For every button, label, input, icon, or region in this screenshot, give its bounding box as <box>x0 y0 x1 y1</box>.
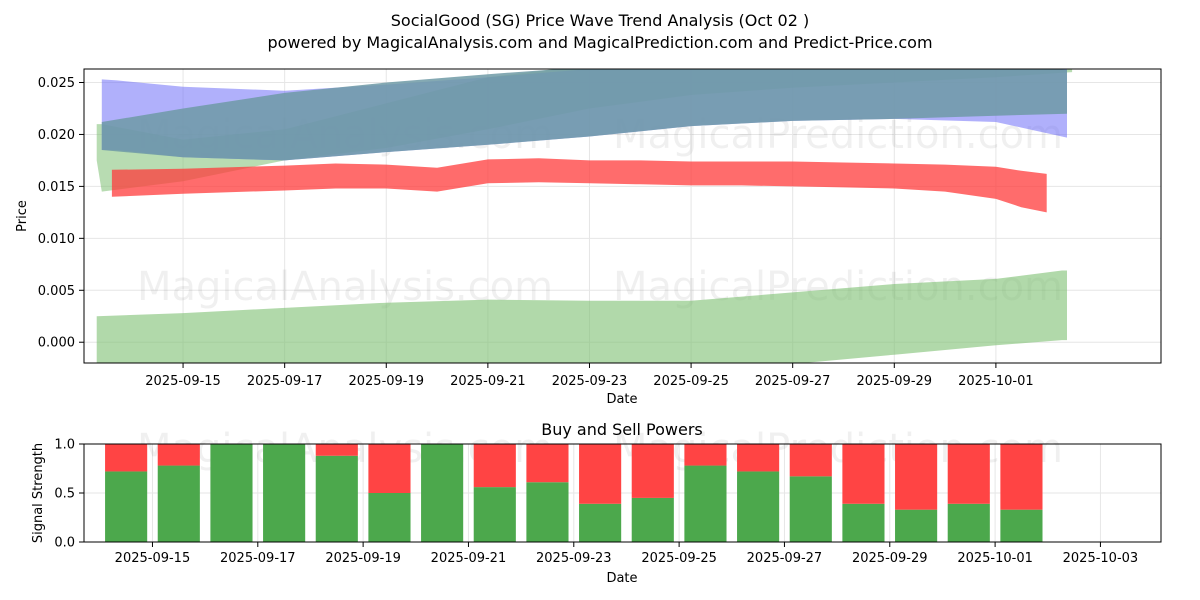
buy-bar-2025-10-01 <box>1000 509 1043 542</box>
signal-bars <box>105 444 1043 542</box>
red-band <box>111 158 1047 213</box>
price-y-tick-label-0: 0.000 <box>38 336 75 351</box>
buy-bar-2025-09-30 <box>947 503 990 542</box>
sell-bar-2025-09-14 <box>105 444 148 472</box>
buy-bar-2025-09-17 <box>263 444 306 542</box>
signal-x-tick-label-3: 2025-09-21 <box>431 551 507 566</box>
buy-bar-2025-09-20 <box>421 444 464 542</box>
teal-overlap-band <box>101 69 1067 161</box>
signal-x-tick-label-2: 2025-09-19 <box>325 551 401 566</box>
sell-bar-2025-09-24 <box>631 444 674 498</box>
price-x-axis-label: Date <box>606 392 637 407</box>
price-x-tick-label-5: 2025-09-25 <box>653 374 729 389</box>
buy-bar-2025-09-27 <box>789 476 832 542</box>
sell-bar-2025-09-15 <box>157 444 200 466</box>
price-y-axis-label: Price <box>15 200 30 232</box>
watermark-prediction-3: MagicalPrediction.com <box>613 426 1063 472</box>
buy-bar-2025-09-18 <box>315 455 358 542</box>
sell-bar-2025-09-28 <box>842 444 885 504</box>
signal-x-tick-label-9: 2025-10-03 <box>1063 551 1139 566</box>
buy-bar-2025-09-14 <box>105 471 148 542</box>
sell-bar-2025-09-25 <box>684 444 727 466</box>
signal-y-tick-label-1: 0.5 <box>54 487 75 502</box>
price-y-tick-label-3: 0.015 <box>38 180 75 195</box>
price-x-ticks: 2025-09-15 2025-09-17 2025-09-19 2025-09-21… <box>145 363 1034 389</box>
signal-x-tick-label-5: 2025-09-25 <box>641 551 717 566</box>
signal-x-axis-label: Date <box>606 571 637 586</box>
price-y-tick-label-5: 0.025 <box>38 76 75 91</box>
price-y-tick-label-2: 0.010 <box>38 232 75 247</box>
buy-bar-2025-09-29 <box>895 509 938 542</box>
signal-y-tick-label-0: 0.0 <box>54 536 75 551</box>
signal-x-tick-label-0: 2025-09-15 <box>115 551 191 566</box>
sell-bar-2025-09-22 <box>526 444 569 483</box>
price-x-tick-label-2: 2025-09-19 <box>348 374 424 389</box>
price-y-tick-label-4: 0.020 <box>38 128 75 143</box>
price-x-tick-label-0: 2025-09-15 <box>145 374 221 389</box>
signal-y-tick-label-2: 1.0 <box>54 438 75 453</box>
buy-bar-2025-09-24 <box>631 497 674 542</box>
sell-bar-2025-09-19 <box>368 444 411 493</box>
buy-bar-2025-09-25 <box>684 465 727 542</box>
sell-bar-2025-09-27 <box>789 444 832 477</box>
sell-bar-2025-09-30 <box>947 444 990 504</box>
sell-bar-2025-10-01 <box>1000 444 1043 510</box>
chart-subtitle: powered by MagicalAnalysis.com and Magic… <box>267 33 932 52</box>
signal-x-tick-label-4: 2025-09-23 <box>536 551 612 566</box>
signal-y-ticks: 0.0 0.5 1.0 <box>54 438 84 551</box>
price-chart: MagicalAnalysis.com MagicalPrediction.co… <box>15 68 1162 407</box>
price-axes-frame <box>83 68 1162 364</box>
signal-chart-title: Buy and Sell Powers <box>541 420 703 439</box>
price-x-tick-label-3: 2025-09-21 <box>450 374 526 389</box>
signal-chart: Buy and Sell Powers MagicalAnalysis.com … <box>31 420 1162 586</box>
buy-bar-2025-09-15 <box>157 465 200 542</box>
buy-bar-2025-09-22 <box>526 482 569 542</box>
buy-bar-2025-09-21 <box>473 487 516 542</box>
price-x-tick-label-8: 2025-10-01 <box>958 374 1034 389</box>
signal-x-tick-label-8: 2025-10-01 <box>957 551 1033 566</box>
signal-x-tick-label-1: 2025-09-17 <box>220 551 296 566</box>
price-x-tick-label-7: 2025-09-29 <box>857 374 933 389</box>
buy-bar-2025-09-26 <box>737 471 780 542</box>
price-x-tick-label-4: 2025-09-23 <box>552 374 628 389</box>
sell-bar-2025-09-21 <box>473 444 516 488</box>
sell-bar-2025-09-26 <box>737 444 780 472</box>
signal-x-ticks: 2025-09-15 2025-09-17 2025-09-19 2025-09-21… <box>115 542 1139 566</box>
sell-bar-2025-09-18 <box>315 444 358 456</box>
price-bands <box>96 69 1073 363</box>
lower-green-band <box>96 270 1067 363</box>
chart-title: SocialGood (SG) Price Wave Trend Analysi… <box>391 11 809 30</box>
buy-bar-2025-09-23 <box>579 503 622 542</box>
signal-y-axis-label: Signal Strength <box>31 443 46 543</box>
price-y-ticks: 0.000 0.005 0.010 0.015 0.020 0.025 <box>38 76 84 351</box>
price-y-tick-label-1: 0.005 <box>38 284 75 299</box>
price-x-tick-label-1: 2025-09-17 <box>247 374 323 389</box>
sell-bar-2025-09-29 <box>895 444 938 510</box>
price-x-tick-label-6: 2025-09-27 <box>755 374 831 389</box>
sell-bar-2025-09-23 <box>579 444 622 504</box>
buy-bar-2025-09-16 <box>210 444 253 542</box>
buy-bar-2025-09-19 <box>368 493 411 542</box>
signal-x-tick-label-7: 2025-09-29 <box>852 551 928 566</box>
signal-x-tick-label-6: 2025-09-27 <box>747 551 823 566</box>
buy-bar-2025-09-28 <box>842 503 885 542</box>
